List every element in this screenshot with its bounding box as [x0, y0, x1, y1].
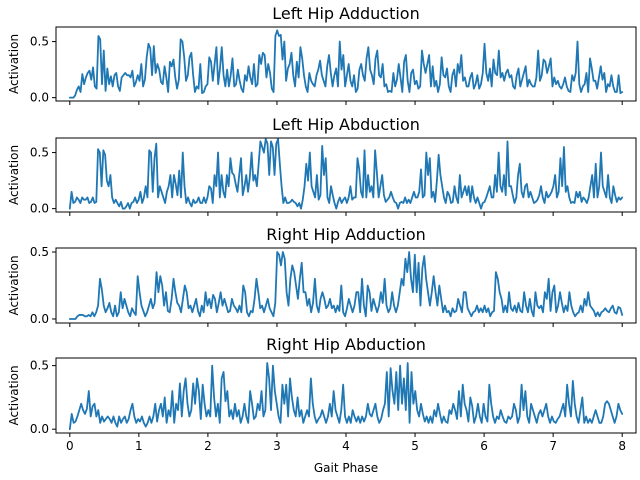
x-tick-label: 2	[204, 439, 212, 453]
x-tick-label: 4	[342, 439, 350, 453]
y-axis-label: Activation	[7, 145, 21, 205]
series-line	[68, 251, 624, 320]
y-tick-label: 0.5	[30, 245, 49, 259]
series-line	[68, 362, 624, 431]
x-tick-label: 0	[66, 439, 74, 453]
y-tick-label: 0.0	[30, 91, 49, 105]
x-tick-label: 1	[135, 439, 143, 453]
x-tick-label: 3	[273, 439, 281, 453]
y-tick-label: 0.0	[30, 422, 49, 436]
y-tick-label: 0.5	[30, 35, 49, 49]
x-tick-label: 7	[549, 439, 557, 453]
y-tick-label: 0.5	[30, 146, 49, 160]
x-tick-label: 5	[411, 439, 419, 453]
subplot-title: Right Hip Abduction	[266, 335, 426, 354]
subplot-1: Left Hip Adduction Activation 0.0 0.5	[7, 4, 637, 105]
y-axis-label: Activation	[7, 365, 21, 425]
subplot-4: Right Hip Abduction Activation 0.0 0.5 0 1 2 3 4…	[7, 335, 637, 475]
x-axis-label: Gait Phase	[314, 461, 378, 475]
subplot-title: Left Hip Abduction	[272, 115, 420, 134]
y-tick-label: 0.0	[30, 202, 49, 216]
subplot-2: Left Hip Abduction Activation 0.0 0.5	[7, 115, 637, 216]
y-axis-label: Activation	[7, 255, 21, 315]
series-line	[68, 138, 624, 210]
x-tick-label: 8	[618, 439, 626, 453]
y-axis-label: Activation	[7, 34, 21, 94]
y-tick-label: 0.5	[30, 359, 49, 373]
subplot-title: Left Hip Adduction	[272, 4, 419, 23]
x-tick-label: 6	[480, 439, 488, 453]
y-tick-label: 0.0	[30, 312, 49, 326]
subplot-3: Right Hip Adduction Activation 0.0 0.5	[7, 225, 637, 327]
subplot-title: Right Hip Adduction	[266, 225, 426, 244]
series-line	[68, 29, 624, 99]
